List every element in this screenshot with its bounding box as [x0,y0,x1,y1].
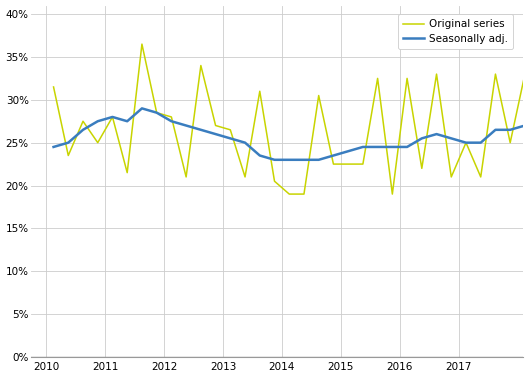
Original series [345,162,351,166]
Seasonally adj. [213,132,219,136]
Seasonally adj. [271,158,278,162]
Original series [375,76,381,81]
Original series [448,175,454,179]
Original series [139,42,145,46]
Original series [257,89,263,93]
Seasonally adj. [360,145,366,149]
Original series [507,140,513,145]
Original series [360,162,366,166]
Original series [110,115,116,119]
Seasonally adj. [227,136,233,141]
Seasonally adj. [257,153,263,158]
Seasonally adj. [242,140,248,145]
Original series [227,127,233,132]
Seasonally adj. [345,149,351,153]
Seasonally adj. [478,140,484,145]
Seasonally adj. [139,106,145,111]
Seasonally adj. [389,145,396,149]
Original series [65,153,71,158]
Seasonally adj. [301,158,307,162]
Original series [213,123,219,128]
Original series [286,192,293,196]
Line: Original series: Original series [53,44,529,194]
Original series [522,72,528,76]
Seasonally adj. [522,123,528,128]
Seasonally adj. [168,119,175,124]
Original series [153,110,160,115]
Seasonally adj. [50,145,57,149]
Original series [50,85,57,89]
Original series [478,175,484,179]
Original series [198,63,204,68]
Original series [404,76,411,81]
Line: Seasonally adj.: Seasonally adj. [53,104,529,160]
Seasonally adj. [110,115,116,119]
Seasonally adj. [286,158,293,162]
Original series [492,72,499,76]
Original series [80,119,86,124]
Seasonally adj. [492,127,499,132]
Original series [330,162,336,166]
Seasonally adj. [315,158,322,162]
Original series [124,170,130,175]
Original series [301,192,307,196]
Seasonally adj. [448,136,454,141]
Seasonally adj. [463,140,469,145]
Original series [242,175,248,179]
Original series [389,192,396,196]
Seasonally adj. [183,123,189,128]
Original series [433,72,440,76]
Seasonally adj. [80,127,86,132]
Original series [183,175,189,179]
Seasonally adj. [433,132,440,136]
Seasonally adj. [124,119,130,124]
Seasonally adj. [95,119,101,124]
Seasonally adj. [375,145,381,149]
Original series [168,115,175,119]
Seasonally adj. [507,127,513,132]
Seasonally adj. [418,136,425,141]
Legend: Original series, Seasonally adj.: Original series, Seasonally adj. [398,14,513,49]
Seasonally adj. [404,145,411,149]
Seasonally adj. [198,127,204,132]
Original series [95,140,101,145]
Original series [418,166,425,170]
Original series [463,140,469,145]
Seasonally adj. [65,140,71,145]
Seasonally adj. [330,153,336,158]
Seasonally adj. [153,110,160,115]
Original series [315,93,322,98]
Original series [271,179,278,183]
